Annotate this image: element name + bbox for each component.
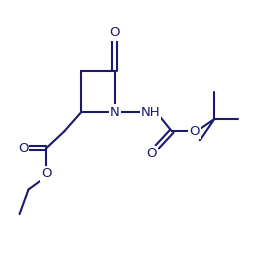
Text: NH: NH [141, 106, 160, 119]
Text: N: N [110, 106, 120, 119]
Text: O: O [109, 26, 120, 40]
Text: O: O [147, 147, 157, 160]
Text: O: O [18, 142, 28, 155]
Text: O: O [41, 167, 52, 180]
Text: O: O [189, 125, 199, 138]
